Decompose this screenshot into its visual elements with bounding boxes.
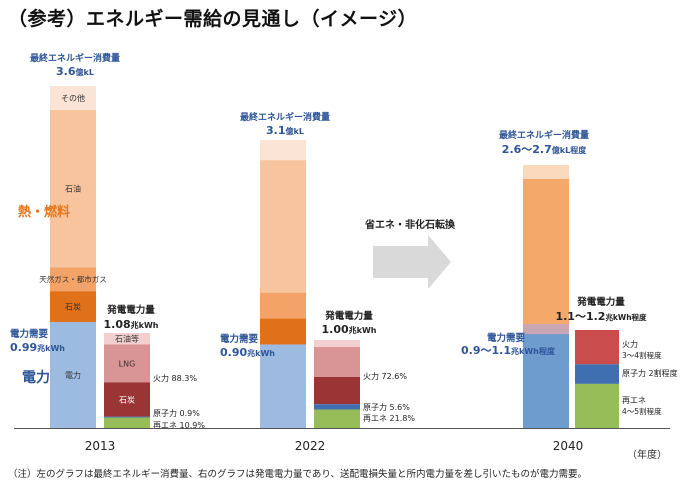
gen-2013-total: 1.08兆kWh xyxy=(104,318,159,331)
year-label-2040: 2040 xyxy=(553,439,584,453)
fec-2022-total: 3.1億kL xyxy=(266,124,304,137)
fec-2013-segment-label-3: 石炭 xyxy=(65,303,81,312)
fec-2040-title: 最終エネルギー消費量 xyxy=(499,129,589,141)
fec-2022-segment-1 xyxy=(260,160,306,293)
fec-2022-segment-0 xyxy=(260,140,306,161)
gen-2022-segment-1 xyxy=(314,347,360,377)
gen-2022-segment-2 xyxy=(314,376,360,405)
fec-2040-transition xyxy=(523,324,569,335)
fec-2013-segment-4 xyxy=(50,321,96,428)
fec-2013-segment-label-4: 電力 xyxy=(65,370,81,380)
gen-2013-segment-label-0: 石油等 xyxy=(115,334,139,344)
fec-2040-segment-1 xyxy=(523,328,569,428)
fec-2013-title: 最終エネルギー消費量 xyxy=(30,52,120,64)
gen-2013-segment-4 xyxy=(104,417,150,428)
fec-2013-power-demand-label: 電力需要 xyxy=(10,328,49,340)
gen-2013-segment-label-1: LNG xyxy=(119,359,136,368)
gen-2040-segment-1 xyxy=(575,364,619,384)
gen-2022-label-0: 火力 72.6% xyxy=(363,371,407,381)
fec-2022-title: 最終エネルギー消費量 xyxy=(240,111,330,123)
gen-2013-segment-label-2: 石炭 xyxy=(119,396,135,405)
fec-2013-segment-1 xyxy=(50,109,96,268)
gen-2013-label-1: 原子力 0.9% xyxy=(153,408,200,418)
gen-2013-segment-0 xyxy=(104,333,150,345)
fec-2013-total: 3.6億kL xyxy=(56,65,94,78)
fec-2040-power-demand-label: 電力需要 xyxy=(487,332,526,344)
gen-2040-label-1: 原子力 2割程度 xyxy=(622,368,678,378)
gen-2040-label-2-name: 再エネ xyxy=(622,396,646,405)
fec-2013-segment-label-1: 石油 xyxy=(65,184,81,194)
gen-2013-segment-3 xyxy=(104,416,150,418)
gen-2040-label-0-name: 火力 xyxy=(622,339,638,349)
page-title: （参考）エネルギー需給の見通し（イメージ） xyxy=(8,8,418,30)
transition-arrow-icon xyxy=(373,235,451,289)
gen-2040-label-0-value: 3～4割程度 xyxy=(622,350,662,360)
year-label-2013: 2013 xyxy=(85,439,116,453)
heat-fuel-side-label: 熱・燃料 xyxy=(18,204,70,220)
gen-2040-segment-0 xyxy=(575,330,619,365)
fec-2022-power-demand-label: 電力需要 xyxy=(220,333,259,345)
gen-2013-label-0: 火力 88.3% xyxy=(153,373,197,383)
fec-2022-segment-3 xyxy=(260,318,306,345)
fec-2022-segment-4 xyxy=(260,344,306,428)
fec-2013-segment-0 xyxy=(50,86,96,110)
footnote: （注）左のグラフは最終エネルギー消費量、右のグラフは発電電力量であり、送配電損失… xyxy=(8,469,588,480)
gen-2040-total: 1.1～1.2兆kWh程度 xyxy=(555,310,647,323)
transition-arrow-label: 省エネ・非化石転換 xyxy=(364,218,456,231)
gen-2022-total: 1.00兆kWh xyxy=(322,323,377,336)
fec-2013-segment-label-2: 天然ガス・都市ガス xyxy=(39,274,107,284)
gen-2013-label-2: 再エネ 10.9% xyxy=(153,421,205,430)
gen-2040-segment-2 xyxy=(575,383,619,428)
fec-2040-top-band xyxy=(523,165,569,183)
fec-2013-segment-2 xyxy=(50,267,96,292)
gen-2022-label-1: 原子力 5.6% xyxy=(363,402,410,412)
gen-2040-label-2-value: 4～5割程度 xyxy=(622,406,662,416)
gen-2022-title: 発電電力量 xyxy=(324,310,373,322)
gen-2013-title: 発電電力量 xyxy=(106,304,155,316)
fec-2040-total: 2.6～2.7億kL程度 xyxy=(502,143,587,156)
year-label-2022: 2022 xyxy=(295,439,326,453)
fec-2040-power-demand: 0.9～1.1兆kWh程度 xyxy=(461,344,556,357)
fec-2040-segment-0 xyxy=(523,179,569,329)
fec-2022-segment-2 xyxy=(260,292,306,319)
year-unit-label: （年度） xyxy=(627,450,667,461)
fec-2013-segment-3 xyxy=(50,291,96,322)
fec-2013-segment-label-0: その他 xyxy=(61,93,85,103)
gen-2022-label-2: 再エネ 21.8% xyxy=(363,414,415,423)
electricity-side-label: 電力 xyxy=(22,369,50,386)
gen-2013-segment-2 xyxy=(104,382,150,417)
gen-2013-segment-1 xyxy=(104,344,150,383)
gen-2022-segment-0 xyxy=(314,340,360,348)
fec-2013-power-demand: 0.99兆kWh xyxy=(10,341,65,354)
fec-2022-power-demand: 0.90兆kWh xyxy=(220,346,275,359)
gen-2022-segment-3 xyxy=(314,404,360,410)
gen-2040-title: 発電電力量 xyxy=(576,296,625,308)
gen-2022-segment-4 xyxy=(314,409,360,428)
